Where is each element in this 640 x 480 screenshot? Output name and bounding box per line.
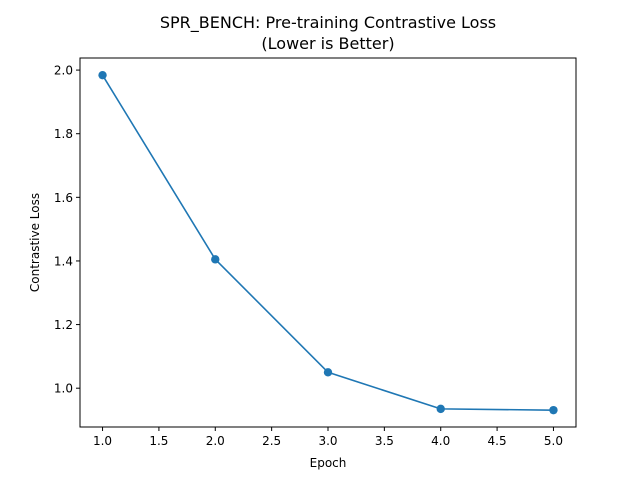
data-point xyxy=(98,70,107,80)
y-tick-label: 1.8 xyxy=(54,127,73,141)
x-tick-label: 3.5 xyxy=(375,434,394,448)
x-axis: 1.0 1.5 2.0 2.5 3.0 3.5 4.0 4.5 5.0 xyxy=(93,427,563,448)
data-point xyxy=(436,404,445,414)
x-tick-label: 5.0 xyxy=(544,434,563,448)
x-tick-label: 1.0 xyxy=(93,434,112,448)
chart-subtitle: (Lower is Better) xyxy=(261,34,394,53)
x-tick-label: 4.5 xyxy=(488,434,507,448)
x-tick-label: 2.0 xyxy=(206,434,225,448)
y-tick-label: 2.0 xyxy=(54,64,73,78)
chart-title: SPR_BENCH: Pre-training Contrastive Loss xyxy=(160,13,496,33)
data-point xyxy=(323,368,333,377)
y-tick-label: 1.6 xyxy=(54,191,73,205)
data-point xyxy=(211,255,220,264)
data-point xyxy=(549,405,558,415)
y-axis: 1.0 1.2 1.4 1.6 1.8 2.0 xyxy=(54,64,80,396)
y-tick-label: 1.2 xyxy=(54,318,73,332)
x-tick-label: 4.0 xyxy=(431,434,450,448)
x-tick-label: 3.0 xyxy=(318,434,337,448)
y-tick-label: 1.4 xyxy=(54,254,73,268)
x-axis-label: Epoch xyxy=(310,456,347,470)
x-tick-label: 2.5 xyxy=(262,434,281,448)
plot-area xyxy=(98,70,558,415)
axes-frame xyxy=(79,57,577,428)
x-tick-label: 1.5 xyxy=(149,434,168,448)
y-tick-label: 1.0 xyxy=(54,382,73,396)
y-axis-label: Contrastive Loss xyxy=(28,193,42,292)
